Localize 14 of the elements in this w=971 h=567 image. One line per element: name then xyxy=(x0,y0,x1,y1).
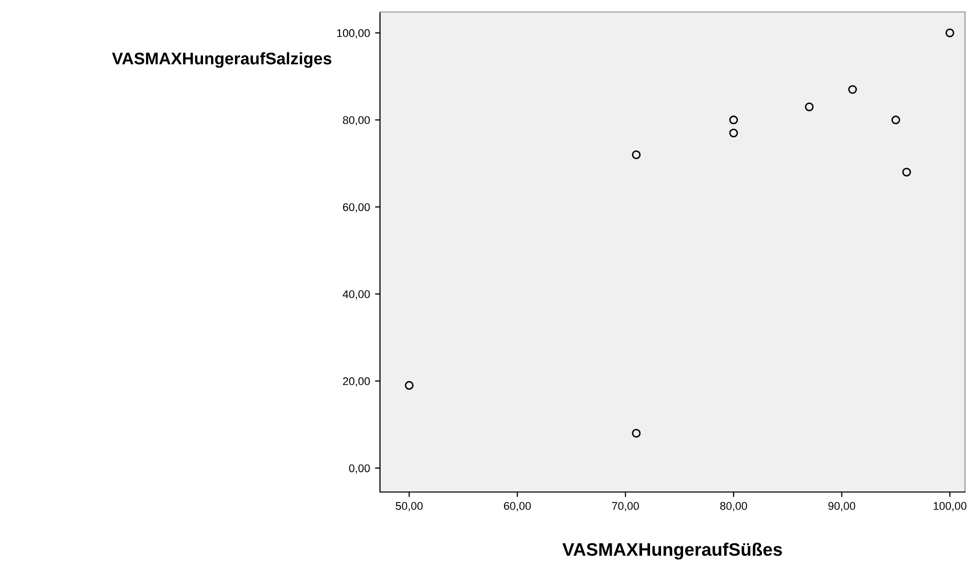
y-tick-label: 100,00 xyxy=(337,29,370,38)
x-tick-label: 80,00 xyxy=(720,502,748,512)
y-axis-title: VASMAXHungeraufSalziges xyxy=(112,52,332,68)
y-tick-label: 40,00 xyxy=(342,290,370,300)
x-axis-title: VASMAXHungeraufSüßes xyxy=(562,542,782,560)
x-tick-label: 100,00 xyxy=(934,502,966,512)
y-tick-label: 60,00 xyxy=(343,203,370,212)
y-tick-label: 20,00 xyxy=(343,377,370,386)
x-tick-label: 60,00 xyxy=(504,502,531,512)
y-tick-label: 0,00 xyxy=(349,464,370,474)
x-tick-label: 50,00 xyxy=(396,502,423,512)
y-tick-label: 80,00 xyxy=(342,116,370,126)
x-tick-label: 90,00 xyxy=(828,502,856,512)
x-tick-label: 70,00 xyxy=(612,502,639,512)
